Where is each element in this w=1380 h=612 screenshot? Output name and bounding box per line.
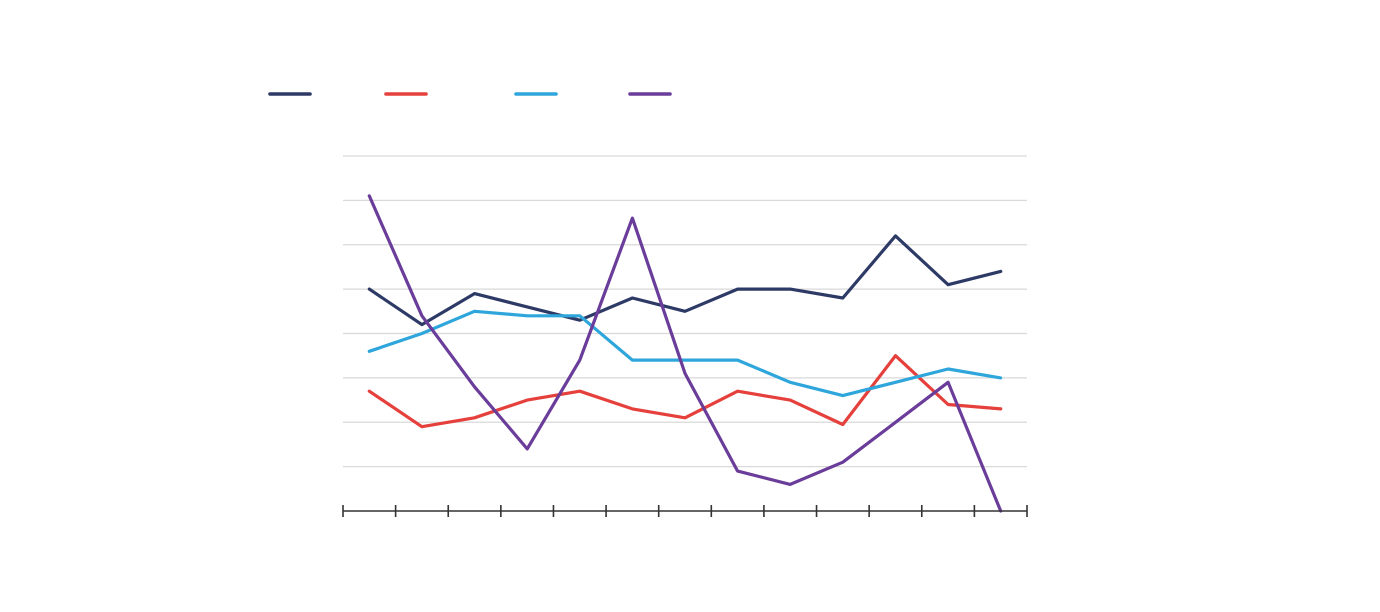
- series-line-4: [367, 194, 1003, 513]
- series-line-3: [367, 309, 1003, 398]
- series-line-1: [367, 234, 1003, 327]
- series-lines: [367, 194, 1003, 513]
- x-axis: [342, 505, 1028, 517]
- series-line-2: [367, 354, 1003, 429]
